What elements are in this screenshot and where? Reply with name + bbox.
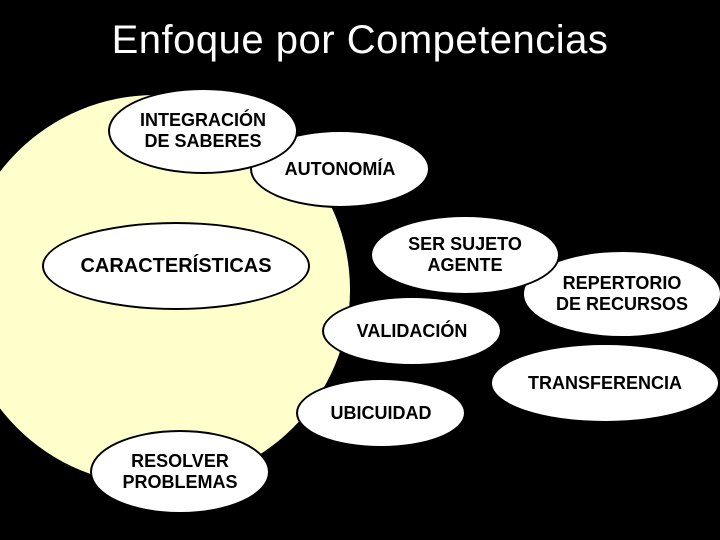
bubble-resolver: RESOLVERPROBLEMAS bbox=[90, 430, 270, 514]
bubble-ubicuidad: UBICUIDAD bbox=[296, 378, 466, 448]
bubble-validacion: VALIDACIÓN bbox=[322, 296, 502, 366]
bubble-caracteristicas: CARACTERÍSTICAS bbox=[42, 222, 310, 310]
bubble-transferencia: TRANSFERENCIA bbox=[490, 343, 720, 423]
bubble-ser-sujeto: SER SUJETOAGENTE bbox=[370, 215, 560, 295]
bubble-integracion: INTEGRACIÓNDE SABERES bbox=[108, 88, 298, 174]
page-title: Enfoque por Competencias bbox=[0, 18, 720, 63]
